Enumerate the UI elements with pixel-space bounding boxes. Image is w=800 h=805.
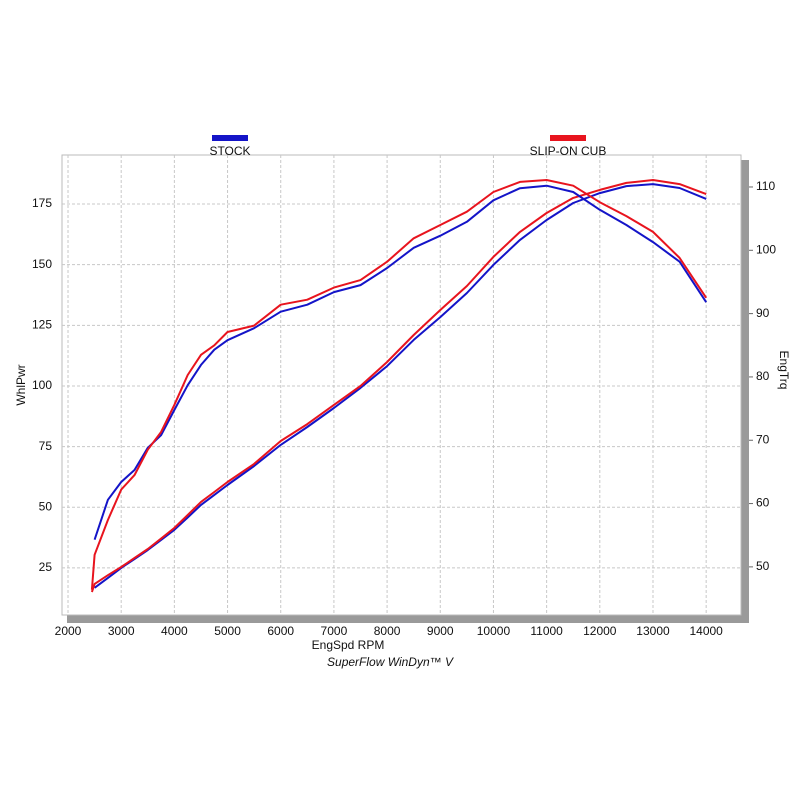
- x-tick-label: 12000: [583, 624, 617, 638]
- x-tick-label: 3000: [108, 624, 135, 638]
- x-tick-label: 14000: [689, 624, 723, 638]
- footer: SuperFlow WinDyn™ V: [327, 655, 454, 669]
- y2-tick-label: 110: [756, 179, 775, 193]
- frame-shade-bottom: [67, 615, 749, 623]
- x-tick-label: 5000: [214, 624, 241, 638]
- y-tick-label: 75: [39, 439, 53, 453]
- x-tick-label: 2000: [55, 624, 82, 638]
- y2-tick-label: 70: [756, 432, 770, 446]
- x-tick-label: 6000: [267, 624, 294, 638]
- y-tick-label: 125: [32, 317, 52, 331]
- legend-swatch: [550, 135, 586, 141]
- x-tick-label: 10000: [477, 624, 511, 638]
- y2-tick-label: 80: [756, 369, 770, 383]
- x-tick-label: 4000: [161, 624, 188, 638]
- legend-swatch: [212, 135, 248, 141]
- y-tick-label: 25: [39, 560, 53, 574]
- x-tick-label: 8000: [374, 624, 401, 638]
- plot-area: [61, 154, 742, 616]
- y-tick-label: 175: [32, 196, 52, 210]
- frame-shade-right: [741, 160, 749, 620]
- x-tick-label: 9000: [427, 624, 454, 638]
- series-line: [90, 179, 708, 590]
- y2-axis-label: EngTrq: [777, 351, 791, 390]
- y2-tick-label: 60: [756, 496, 770, 510]
- y2-tick-label: 100: [756, 242, 776, 256]
- y2-tick-label: 50: [756, 559, 770, 573]
- y-tick-label: 50: [39, 499, 53, 513]
- y-tick-label: 100: [32, 378, 52, 392]
- legend-label: STOCK: [209, 144, 250, 158]
- legend-label: SLIP-ON CUB: [530, 144, 607, 158]
- y-tick-label: 150: [32, 257, 52, 271]
- x-tick-label: 11000: [530, 624, 563, 638]
- x-axis-label: EngSpd RPM: [312, 638, 385, 652]
- y2-tick-label: 90: [756, 306, 770, 320]
- x-tick-label: 7000: [321, 624, 348, 638]
- y-axis-label: WhlPwr: [14, 364, 28, 405]
- series-line: [90, 179, 707, 593]
- x-tick-label: 13000: [636, 624, 670, 638]
